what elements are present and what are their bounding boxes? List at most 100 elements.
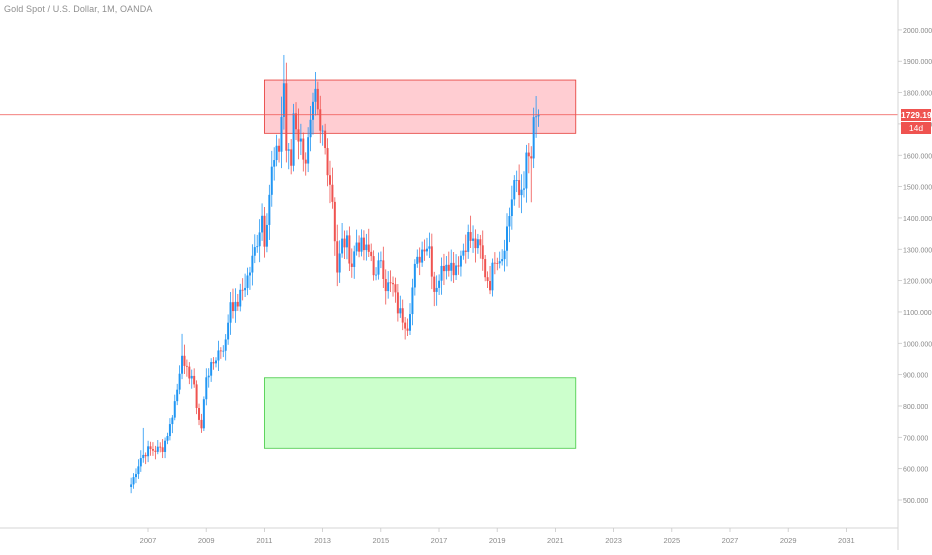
candle-body: [401, 308, 404, 323]
support-zone[interactable]: [263, 377, 577, 449]
price-tick-label: 1500.000: [903, 185, 932, 192]
symbol-legend: Gold Spot / U.S. Dollar, 1M, OANDA: [4, 4, 153, 14]
candle-body: [273, 160, 276, 167]
candle-body: [222, 350, 225, 352]
candle-body: [333, 201, 336, 242]
candle-body: [520, 189, 523, 196]
candle-body: [379, 260, 382, 262]
candle-body: [164, 440, 167, 452]
candle-body: [484, 259, 487, 278]
candle-body: [297, 129, 300, 142]
candle-body: [176, 389, 179, 402]
candle-body: [522, 188, 525, 190]
candle-body: [532, 117, 535, 159]
candle-body: [442, 265, 445, 272]
candle-body: [282, 83, 285, 117]
candle-body: [195, 384, 198, 409]
candle-body: [290, 149, 293, 166]
candle-body: [309, 119, 312, 138]
axis-layer: [0, 0, 899, 550]
candle-body: [307, 137, 310, 164]
time-tick-label: 2017: [431, 536, 448, 545]
candle-body: [258, 232, 261, 247]
candle-body: [256, 246, 259, 248]
candle-body: [210, 362, 213, 376]
candle-body: [421, 249, 424, 263]
candle-body: [377, 260, 380, 275]
price-tick-label: 1900.000: [903, 59, 932, 66]
candle-body: [251, 255, 254, 273]
time-tick-label: 2013: [314, 536, 331, 545]
candle-body: [518, 180, 521, 196]
candle-body: [246, 275, 249, 288]
candle-body: [469, 232, 472, 241]
candle-body: [142, 454, 145, 459]
candle-body: [278, 145, 281, 152]
candle-body: [268, 194, 271, 225]
candle-body: [202, 399, 205, 429]
candle-body: [185, 365, 188, 367]
candle-body: [270, 166, 273, 195]
candle-body: [447, 264, 450, 271]
candle-body: [404, 322, 407, 329]
candle-body: [457, 265, 460, 267]
candle-body: [370, 251, 373, 257]
candle-body: [336, 241, 339, 273]
price-axis[interactable]: 500.000 600.000 700.000 800.000 900.000 1000.…: [898, 28, 932, 505]
candle-body: [324, 130, 327, 149]
candle-body: [462, 250, 465, 256]
time-tick-label: 2007: [140, 536, 157, 545]
candle-body: [367, 244, 370, 252]
candle-body: [149, 446, 152, 450]
candle-body: [261, 215, 264, 233]
candle-body: [496, 263, 499, 264]
candle-body: [319, 109, 322, 131]
candle-body: [132, 477, 135, 485]
candle-body: [134, 474, 137, 478]
price-tick-label: 1200.000: [903, 279, 932, 286]
candle-body: [476, 239, 479, 249]
candle-body: [171, 417, 174, 425]
bar-countdown-badge: 14d 12h: [901, 121, 931, 145]
candle-body: [408, 314, 411, 331]
candle-body: [530, 156, 533, 159]
candle-body: [166, 436, 169, 441]
candle-body: [418, 256, 421, 263]
price-tick-label: 700.000: [903, 435, 928, 442]
time-tick-label: 2027: [722, 536, 739, 545]
candle-body: [399, 308, 402, 314]
candle-body: [137, 466, 140, 475]
candle-body: [156, 446, 159, 452]
candles-layer: [130, 54, 540, 494]
time-axis[interactable]: 2007 2009 2011 2013 2015 2017 2019 2021 2023 2025…: [140, 528, 855, 545]
candle-body: [234, 301, 237, 312]
candle-body: [510, 199, 513, 217]
candle-body: [493, 262, 496, 264]
candle-body: [304, 159, 307, 164]
candle-body: [537, 114, 540, 117]
candle-body: [438, 280, 441, 288]
candle-body: [362, 237, 365, 251]
candle-body: [416, 256, 419, 264]
candle-body: [452, 262, 455, 276]
candle-body: [392, 283, 395, 285]
candle-body: [326, 148, 329, 176]
candle-body: [275, 145, 278, 161]
candle-body: [321, 130, 324, 132]
time-tick-label: 2019: [489, 536, 506, 545]
candle-body: [280, 116, 283, 152]
candle-body: [353, 251, 356, 267]
time-tick-label: 2009: [198, 536, 215, 545]
candle-body: [489, 280, 492, 291]
candle-body: [425, 248, 428, 252]
candle-body: [486, 277, 489, 281]
candle-body: [433, 276, 436, 292]
candle-body: [161, 447, 164, 452]
candle-body: [355, 242, 358, 252]
candle-body: [358, 242, 361, 252]
candle-body: [413, 263, 416, 288]
price-tick-label: 1600.000: [903, 153, 932, 160]
candle-body: [345, 235, 348, 248]
